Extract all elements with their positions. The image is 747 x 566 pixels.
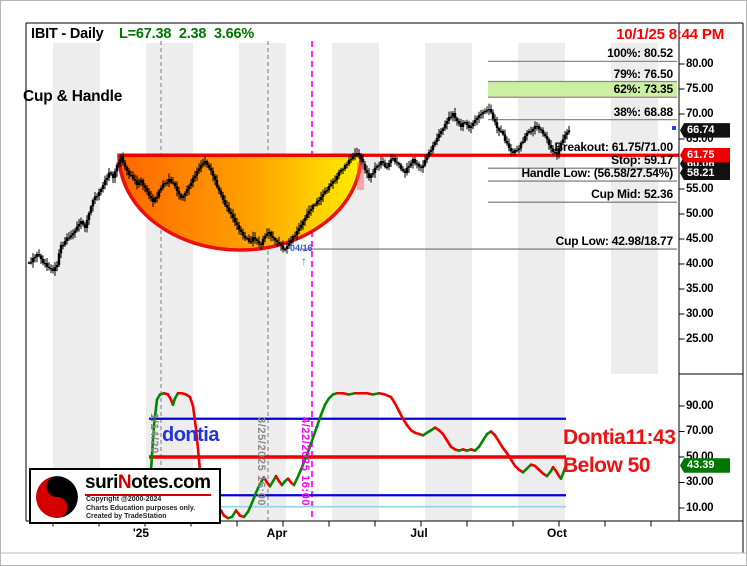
price-axis-label[interactable]: 35.00: [686, 282, 714, 295]
indicator-status-line1: Dontia11:43: [563, 426, 676, 449]
oscillator-axis-label[interactable]: 90.00: [686, 399, 714, 412]
price-axis-label[interactable]: 80.00: [686, 57, 714, 70]
event-marker-label: 1/14/20: [148, 413, 160, 454]
fib-label: 62%: 73.35: [613, 82, 674, 97]
handle-highlight: [357, 162, 364, 190]
datetime-label: 10/1/25 8:44 PM: [616, 26, 724, 43]
logo-title-post: otes.com: [131, 472, 211, 493]
price-axis-label[interactable]: 55.00: [686, 182, 714, 195]
price-badge: 61.75: [680, 148, 730, 163]
price-axis-label[interactable]: 30.00: [686, 307, 714, 320]
surinotes-watermark: suriNotes.com Copyright @2000-2024 Chart…: [29, 468, 221, 524]
up-arrow-icon: ↑: [301, 254, 307, 268]
month-band: [239, 43, 286, 521]
month-band: [518, 43, 565, 521]
price-badge: 58.21: [680, 165, 730, 181]
trade-level-label: Handle Low: (56.58/27.54%): [521, 166, 673, 181]
price-marker-dot: [672, 126, 676, 130]
price-axis-label[interactable]: 25.00: [686, 332, 714, 345]
logo-copyright: Copyright @2000-2024 Charts Education pu…: [86, 496, 195, 522]
logo-title-pre: suri: [85, 472, 118, 493]
oscillator-badge: 43.39: [680, 458, 730, 473]
logo-line3: Created by TradeStation: [86, 513, 167, 521]
time-axis-label[interactable]: Apr: [266, 526, 288, 540]
event-marker-label: 3/25/2025 16:00: [255, 417, 267, 507]
yin-yang-icon: [36, 476, 78, 518]
oscillator-axis-label[interactable]: 30.00: [686, 476, 714, 488]
fib-label: 79%: 76.50: [613, 66, 674, 81]
price-badge: 66.74: [680, 123, 730, 138]
price-axis-label[interactable]: 50.00: [686, 207, 714, 220]
month-band: [53, 43, 100, 521]
price-axis-label[interactable]: 75.00: [686, 82, 714, 95]
dontia-annotation: dontia: [162, 424, 220, 446]
time-axis-label[interactable]: Oct: [546, 526, 568, 540]
trade-level-lines: [301, 167, 677, 250]
time-axis-label[interactable]: '25: [132, 526, 150, 540]
logo-line1: Copyright @2000-2024: [86, 496, 162, 503]
price-axis-label[interactable]: 45.00: [686, 232, 714, 245]
indicator-status-line2: Below 50: [563, 454, 651, 477]
cup-low-date-label: 04/16: [290, 243, 313, 253]
month-band: [611, 43, 658, 374]
chart-frame: [1, 22, 746, 554]
trade-level-label: Cup Mid: 52.36: [591, 187, 673, 202]
candlesticks: [27, 103, 571, 276]
logo-title: suriNotes.com: [85, 472, 211, 496]
symbol-title: IBIT - Daily: [31, 26, 104, 42]
logo-title-accent: N: [117, 472, 132, 493]
month-band: [332, 43, 379, 521]
price-axis-label[interactable]: 70.00: [686, 107, 714, 120]
logo-line2: Charts Education purposes only.: [86, 504, 196, 512]
fib-label: 38%: 68.88: [613, 104, 674, 119]
trade-level-label: Cup Low: 42.98/18.77: [555, 234, 674, 249]
trade-level-label: Breakout: 61.75/71.00: [554, 140, 673, 155]
pattern-label: Cup & Handle: [23, 88, 123, 105]
price-axis-label[interactable]: 40.00: [686, 257, 714, 270]
last-quote: L=67.38 2.38 3.66%: [119, 26, 255, 42]
fib-62-zone: [488, 81, 677, 98]
fib-label: 100%: 80.52: [607, 46, 673, 61]
trade-level-label: Stop: 59.17: [611, 153, 673, 168]
oscillator-axis-label[interactable]: 70.00: [686, 425, 714, 437]
oscillator-plot[interactable]: [147, 391, 568, 520]
fib-lines: [488, 60, 677, 121]
time-axis-label[interactable]: Jul: [410, 526, 428, 540]
oscillator-axis-label[interactable]: 10.00: [686, 501, 714, 514]
event-marker-label: 4/22/2025 16:00: [299, 417, 311, 507]
